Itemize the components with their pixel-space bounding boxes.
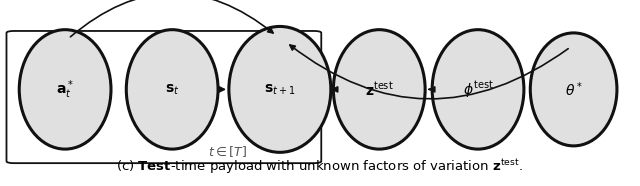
Text: $\theta^*$: $\theta^*$ <box>564 80 582 99</box>
Ellipse shape <box>19 30 111 149</box>
Text: $t \in [T]$: $t \in [T]$ <box>208 144 247 159</box>
Text: $\mathbf{s}_t$: $\mathbf{s}_t$ <box>165 82 179 97</box>
Text: $\mathbf{z}^{\mathrm{test}}$: $\mathbf{z}^{\mathrm{test}}$ <box>365 81 394 98</box>
Ellipse shape <box>531 33 617 146</box>
Text: $\mathbf{a}_t^*$: $\mathbf{a}_t^*$ <box>56 78 74 101</box>
Ellipse shape <box>126 30 218 149</box>
Text: (c) $\mathbf{Test}$-time payload with unknown factors of variation $\mathbf{z}^{: (c) $\mathbf{Test}$-time payload with un… <box>116 157 524 176</box>
Text: $\phi^{\mathrm{test}}$: $\phi^{\mathrm{test}}$ <box>463 79 493 100</box>
Ellipse shape <box>432 30 524 149</box>
Ellipse shape <box>229 26 331 152</box>
Ellipse shape <box>333 30 425 149</box>
Text: $\mathbf{s}_{t+1}$: $\mathbf{s}_{t+1}$ <box>264 82 296 97</box>
